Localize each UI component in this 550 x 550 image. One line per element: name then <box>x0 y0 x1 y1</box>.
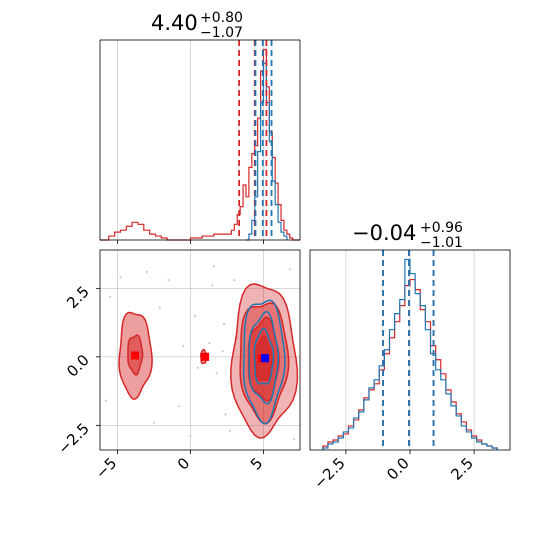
scatter-point <box>152 421 156 424</box>
contour-x-tick-label: −5 <box>92 454 120 482</box>
scatter-point <box>193 314 196 317</box>
scatter-point <box>233 279 236 282</box>
scatter-point <box>182 344 185 347</box>
top-quantile-lines <box>238 40 273 240</box>
mode-marker <box>260 354 269 363</box>
top-histogram-series <box>100 48 300 241</box>
contour-y-tick-label: 0.0 <box>63 351 93 381</box>
mode-marker <box>131 351 140 360</box>
right-x-tick-label: 2.5 <box>447 454 477 484</box>
right-tick-marks: −2.5 0.0 2.5 <box>310 450 477 493</box>
scatter-point <box>228 429 232 432</box>
scatter-point <box>189 435 192 438</box>
top-title-lower: −1.07 <box>200 25 243 41</box>
histogram-panel-top: 4.40 +0.80 −1.07 <box>99 10 301 244</box>
scatter-point <box>208 342 211 345</box>
right-x-tick-label: −2.5 <box>310 454 348 492</box>
right-series-red <box>322 278 498 450</box>
contour-body <box>104 265 299 441</box>
top-tick-marks <box>117 240 264 244</box>
scatter-point <box>196 366 199 369</box>
blue-contour <box>242 299 286 425</box>
contour-panel-frame <box>99 249 301 451</box>
scatter-point <box>293 437 296 441</box>
right-x-tick-label: 0.0 <box>383 454 413 484</box>
scatter-point <box>104 399 107 402</box>
right-title-upper: +0.96 <box>420 220 463 236</box>
scatter-point <box>288 268 291 271</box>
top-gridlines <box>117 40 264 240</box>
scatter-point <box>158 306 161 309</box>
top-panel-frame <box>99 39 301 241</box>
right-histogram-series <box>322 258 498 450</box>
scatter-point <box>211 284 214 287</box>
blue-contour <box>253 327 275 385</box>
contour-x-tick-label: 5 <box>247 454 266 473</box>
top-title-upper: +0.80 <box>200 10 243 26</box>
scatter-point <box>222 322 226 326</box>
contour-x-tick-label: 0 <box>174 454 193 473</box>
top-title-value: 4.40 <box>151 11 198 35</box>
contour-panel: −5 0 5 −2.5 0.0 2.5 <box>54 249 301 482</box>
right-series-blue <box>322 258 498 450</box>
scatter-point <box>221 350 224 353</box>
mode-marker <box>201 352 210 361</box>
right-title-value: −0.04 <box>352 221 416 245</box>
scatter-point <box>212 265 215 268</box>
contour-y-tick-label: −2.5 <box>54 419 92 457</box>
scatter-point <box>109 295 112 298</box>
right-title-lower: −1.01 <box>420 235 463 251</box>
contour-y-tick-label: 2.5 <box>63 282 93 312</box>
scatter-point <box>215 372 218 375</box>
right-quantile-lines <box>382 250 435 450</box>
scatter-point <box>145 270 148 274</box>
blue-contour <box>248 311 280 405</box>
scatter-point <box>119 276 122 279</box>
scatter-point <box>224 413 227 416</box>
scatter-point <box>177 405 180 408</box>
top-series-red <box>100 48 300 241</box>
histogram-panel-right: −2.5 0.0 2.5 −0.04 +0.96 −1.01 <box>309 220 511 493</box>
scatter-point <box>167 279 170 282</box>
